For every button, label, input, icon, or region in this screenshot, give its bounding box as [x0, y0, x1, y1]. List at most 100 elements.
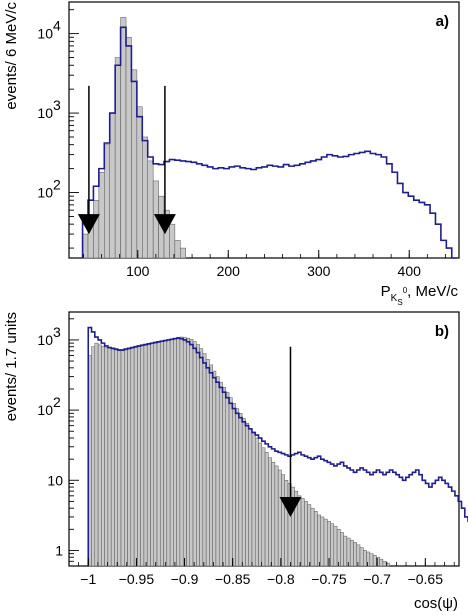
histogram-bar	[186, 337, 191, 567]
x-tick-label: 400	[398, 263, 422, 279]
x-tick-label: 100	[126, 263, 150, 279]
x-label-unit: , MeV/c	[407, 283, 458, 300]
y-tick-label: 1	[55, 542, 63, 558]
histogram-bar	[137, 346, 141, 567]
x-tick-label: 300	[307, 263, 331, 279]
x-tick-label: −0.75	[311, 571, 347, 587]
histogram-bar	[182, 337, 187, 567]
histogram-bar	[125, 37, 132, 259]
step-histogram-line	[81, 26, 458, 259]
histogram-bar	[271, 462, 276, 567]
histogram-bar	[94, 342, 99, 567]
histogram-bar	[114, 57, 121, 259]
histogram-bar	[189, 339, 194, 567]
histogram-bar	[97, 344, 102, 567]
x-tick-label: −1	[80, 571, 96, 587]
histogram-bar	[343, 535, 348, 567]
histogram-bar	[254, 437, 259, 567]
filled-histogram	[88, 336, 390, 567]
histogram-bar	[238, 413, 243, 567]
histogram-bar	[124, 349, 128, 567]
x-tick-label: −0.7	[363, 571, 391, 587]
histogram-bar	[104, 144, 110, 259]
x-axis-ticks: 100 200 300 400	[83, 250, 446, 279]
histogram-bar	[382, 561, 387, 567]
histogram-bar	[196, 344, 200, 567]
y-axis-label: events/ 6 MeV/c	[3, 2, 20, 110]
x-tick-label: −0.95	[119, 571, 155, 587]
histogram-bar	[180, 247, 186, 259]
histogram-bar	[150, 343, 154, 567]
histogram-bar	[349, 539, 354, 567]
histogram-bar	[212, 370, 217, 567]
histogram-bar	[215, 376, 220, 567]
histogram-bar	[131, 69, 138, 259]
panel-label: a)	[436, 13, 449, 30]
histogram-bar	[353, 542, 357, 567]
histogram-bar	[169, 223, 176, 259]
filled-histogram	[82, 17, 186, 259]
x-label-sup: 0	[403, 286, 408, 295]
histogram-bar	[136, 106, 143, 259]
histogram-bar	[320, 516, 325, 567]
histogram-bar	[163, 340, 168, 567]
histogram-bar	[98, 172, 105, 259]
histogram-bar	[284, 480, 289, 567]
x-tick-label: 200	[217, 263, 241, 279]
histogram-bar	[268, 457, 272, 567]
histogram-bar	[147, 160, 154, 259]
histogram-bar	[160, 341, 164, 567]
y-tick-label: 10	[47, 472, 63, 488]
histogram-bar	[222, 387, 227, 567]
histogram-bar	[317, 514, 321, 567]
histogram-bar	[340, 532, 344, 567]
x-tick-label: −0.9	[171, 571, 199, 587]
histogram-bar	[192, 341, 197, 567]
histogram-bar	[228, 397, 233, 567]
histogram-bar	[372, 555, 377, 567]
histogram-bar	[142, 136, 148, 259]
histogram-bar	[232, 403, 236, 567]
histogram-bar	[245, 422, 249, 567]
histogram-bar	[218, 381, 223, 567]
histogram-bar	[346, 537, 351, 567]
histogram-bar	[205, 359, 210, 567]
histogram-bar	[104, 347, 109, 567]
histogram-bar	[235, 408, 240, 567]
x-axis-ticks: −1 −0.95 −0.9 −0.85 −0.8 −0.75 −0.7 −0.65	[78, 558, 455, 587]
histogram-bar	[369, 553, 374, 567]
histogram-bar	[133, 347, 138, 567]
panel-label: b)	[435, 323, 449, 340]
histogram-bar	[140, 345, 145, 567]
histogram-bar	[304, 501, 308, 567]
y-axis-label: events/ 1.7 units	[3, 312, 20, 421]
y-tick-label: 10	[37, 105, 53, 121]
y-tick-label: 10	[37, 26, 53, 42]
histogram-bar	[366, 551, 371, 567]
histogram-bar	[120, 350, 125, 567]
x-label-main: P	[381, 283, 391, 300]
histogram-bar	[202, 353, 207, 567]
histogram-bar	[156, 342, 161, 567]
plot-frame	[68, 1, 460, 259]
y-tick-label: 10	[37, 402, 53, 418]
histogram-bar	[363, 550, 367, 567]
y-tick-exponent: 2	[53, 394, 61, 410]
y-tick-label: 10	[37, 332, 53, 348]
histogram-bar	[127, 348, 132, 567]
histogram-bar	[153, 342, 158, 567]
histogram-bar	[199, 348, 204, 567]
histogram-bar	[264, 452, 269, 567]
histogram-bar	[174, 240, 181, 259]
y-tick-exponent: 3	[53, 324, 61, 340]
histogram-bar	[114, 349, 118, 567]
histogram-bar	[110, 348, 115, 567]
x-axis-label: PKS0, MeV/c	[381, 283, 459, 307]
x-tick-label: −0.85	[215, 571, 251, 587]
cut-arrow-head	[279, 496, 302, 517]
histogram-bar	[336, 529, 341, 567]
